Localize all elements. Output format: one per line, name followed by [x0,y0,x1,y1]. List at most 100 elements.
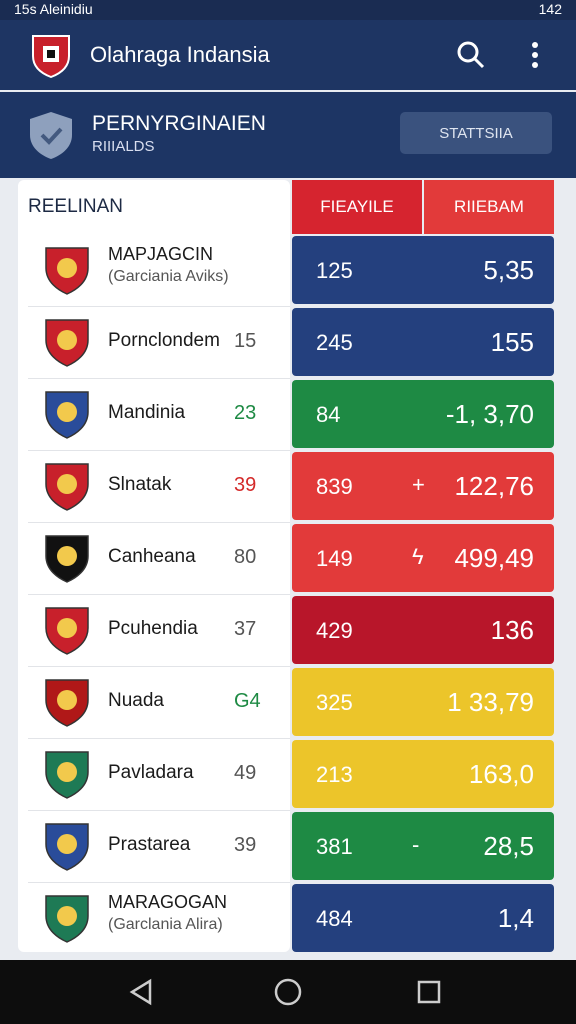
stat-mark: + [412,472,425,497]
team-number: 15 [234,330,257,352]
team-row[interactable]: MARAGOGAN (Garclania Alira) 484 1,4 [18,884,554,952]
stat-cell: 429 136 [292,596,554,664]
stat-mark: ϟ [412,544,424,569]
team-number: 80 [234,546,257,568]
stat-value: 245 [316,330,353,355]
row-divider [28,450,290,451]
team-row[interactable]: Prastarea 39 381 - 28,5 [18,812,554,880]
stat-total: -1, 3,70 [445,399,534,429]
row-divider [28,594,290,595]
team-row[interactable]: Nuada G4 325 1 33,79 [18,668,554,736]
team-name: MAPJAGCIN [108,244,214,264]
team-number: G4 [234,690,261,712]
recent-button[interactable] [417,980,441,1004]
stat-total: 1,4 [497,903,534,933]
team-row[interactable]: Slnatak 39 839 +122,76 [18,452,554,520]
stat-cell: 84 -1, 3,70 [292,380,554,448]
stat-value: 125 [316,258,353,283]
status-right: 142 [538,1,562,17]
team-name: Pavladara [108,762,194,783]
team-crest [45,751,89,799]
team-number: 23 [234,402,257,424]
team-crest [45,463,89,511]
home-button[interactable] [274,978,302,1006]
app-logo [32,35,70,78]
list-header: REELINAN [28,196,124,217]
menu-button[interactable] [528,40,542,70]
stat-mark: - [412,832,420,857]
stat-total: 163,0 [468,759,534,789]
row-divider [28,882,290,883]
nav-bar [0,960,576,1024]
team-number: 39 [234,474,257,496]
team-subtitle: (Garciania Aviks) [108,268,229,285]
stat-cell: 839 +122,76 [292,452,554,520]
section-icon [30,112,72,159]
status-bar: 15s Aleinidiu 142 [0,0,576,20]
team-name: Canheana [108,546,196,567]
stat-cell: 325 1 33,79 [292,668,554,736]
stat-total: 28,5 [483,831,534,861]
stat-cell: 125 5,35 [292,236,554,304]
stat-total: 122,76 [454,471,534,501]
section-header: PERNYRGINAIEN RIIIALDS STATTSIIA [0,92,576,178]
stat-cell: 149 ϟ 499,49 [292,524,554,592]
team-row[interactable]: MAPJAGCIN (Garciania Aviks) 125 5,35 [18,236,554,304]
team-row[interactable]: Canheana 80 149 ϟ 499,49 [18,524,554,592]
stat-total: 155 [490,327,534,357]
stat-total: 1 33,79 [447,687,534,717]
team-name: Prastarea [108,834,191,855]
team-name: Pornclondem [108,330,220,351]
team-name: Pcuhendia [108,618,198,639]
team-crest [45,391,89,439]
team-crest [45,895,89,943]
team-crest [45,247,89,295]
row-divider [28,378,290,379]
team-number: 37 [234,618,257,640]
back-button[interactable] [129,978,152,1006]
team-name: MARAGOGAN [108,892,228,912]
app-title: Olahraga Indansia [90,42,270,67]
stat-cell: 484 1,4 [292,884,554,952]
status-left: 15s Aleinidiu [14,1,93,17]
stat-total: 136 [490,615,534,645]
row-divider [28,666,290,667]
stat-value: 484 [316,906,353,931]
team-crest [45,679,89,727]
stat-total: 5,35 [483,255,534,285]
row-divider [28,810,290,811]
stat-value: 839 [316,474,353,499]
team-name: Slnatak [108,474,172,495]
stat-value: 149 [316,546,353,571]
team-row[interactable]: Pavladara 49 213 163,0 [18,740,554,808]
team-name: Mandinia [108,402,186,423]
team-subtitle: (Garclania Alira) [108,916,223,933]
team-row[interactable]: Pornclondem 15 245 155 [18,308,554,376]
search-button[interactable] [456,40,486,70]
team-row[interactable]: Pcuhendia 37 429 136 [18,596,554,664]
stat-total: 499,49 [454,543,534,573]
row-divider [28,738,290,739]
stat-value: 213 [316,762,353,787]
nav-buttons [129,978,441,1006]
team-number: 39 [234,834,257,856]
row-divider [28,522,290,523]
stat-cell: 245 155 [292,308,554,376]
stats-button[interactable]: STATTSIIA [400,112,552,154]
section-subtitle: RIIIALDS [92,138,155,155]
app-bar: Olahraga Indansia [0,20,576,90]
section-title: PERNYRGINAIEN [92,112,266,135]
stat-value: 325 [316,690,353,715]
team-crest [45,607,89,655]
stat-value: 429 [316,618,353,643]
stat-value: 381 [316,834,353,859]
stat-value: 84 [316,402,341,427]
stat-cell: 213 163,0 [292,740,554,808]
stat-cell: 381 - 28,5 [292,812,554,880]
team-number: 49 [234,762,257,784]
team-crest [45,535,89,583]
column-header: RIIEBAM [424,180,554,234]
team-row[interactable]: Mandinia 23 84 -1, 3,70 [18,380,554,448]
team-crest [45,319,89,367]
